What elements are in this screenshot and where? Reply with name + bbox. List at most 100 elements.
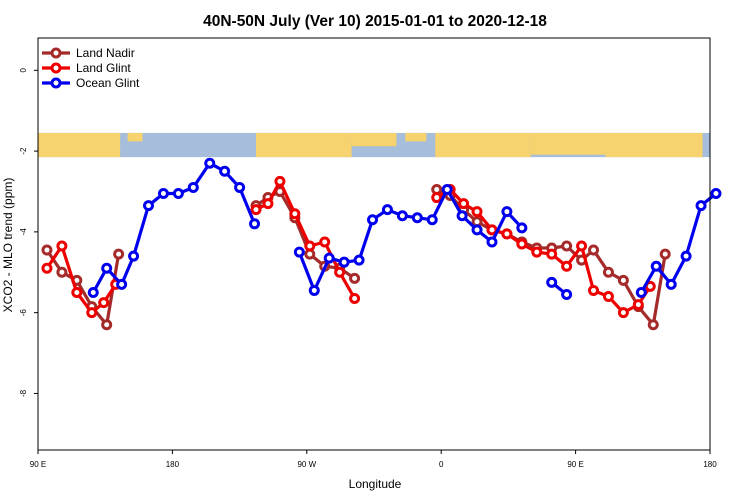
data-point	[349, 272, 361, 284]
data-point	[319, 236, 331, 248]
data-point	[304, 240, 316, 252]
map-land-block	[435, 132, 531, 158]
data-point	[87, 286, 99, 298]
y-axis-label: XCO2 - MLO trend (ppm)	[1, 178, 15, 313]
map-land-block	[38, 132, 121, 158]
data-point	[695, 200, 707, 212]
x-tick-label: 180	[166, 460, 180, 469]
data-point	[250, 204, 262, 216]
data-point	[86, 307, 98, 319]
data-point	[647, 319, 659, 331]
data-point	[617, 274, 629, 286]
data-point	[501, 228, 513, 240]
y-tick-label: -6	[19, 309, 28, 317]
y-tick-label: -8	[19, 389, 28, 397]
data-point	[396, 210, 408, 222]
data-point	[116, 278, 128, 290]
data-point	[710, 188, 722, 200]
data-point	[680, 250, 692, 262]
data-point	[486, 224, 498, 236]
data-point	[113, 248, 125, 260]
series-ocean-glint	[87, 157, 722, 300]
legend-marker	[50, 47, 62, 59]
data-point	[561, 240, 573, 252]
data-point	[101, 319, 113, 331]
data-point	[546, 248, 558, 260]
series-layer	[41, 157, 722, 331]
data-point	[234, 181, 246, 193]
data-point	[546, 276, 558, 288]
data-point	[334, 266, 346, 278]
data-point	[516, 222, 528, 234]
tick-layer: 90 E 180 90 W 0 90 E 180 0 -2 -4 -6 -8	[19, 68, 717, 469]
data-point	[338, 256, 350, 268]
data-point	[441, 183, 453, 195]
data-point	[204, 157, 216, 169]
data-point	[486, 236, 498, 248]
plot-frame	[37, 37, 711, 451]
map-strip	[38, 132, 710, 158]
y-tick-label: -2	[19, 147, 28, 155]
series-line	[45, 249, 121, 327]
data-point	[98, 297, 110, 309]
map-land-block	[351, 132, 397, 147]
data-point	[323, 252, 335, 264]
x-tick-label: 90 W	[297, 460, 316, 469]
data-point	[274, 175, 286, 187]
data-point	[71, 286, 83, 298]
data-point	[471, 206, 483, 218]
data-point	[219, 165, 231, 177]
y-tick-label: 0	[19, 68, 28, 73]
map-land	[38, 132, 703, 158]
data-point	[588, 284, 600, 296]
series-line	[91, 161, 256, 294]
map-land-block	[605, 132, 703, 158]
legend-entry: Ocean Glint	[76, 76, 140, 90]
map-land-block	[127, 132, 143, 142]
data-point	[602, 291, 614, 303]
map-land-block	[405, 132, 427, 142]
map-land-block	[530, 132, 606, 155]
data-point	[561, 288, 573, 300]
data-point	[41, 244, 53, 256]
data-point	[516, 238, 528, 250]
data-point	[602, 266, 614, 278]
data-point	[367, 214, 379, 226]
data-point	[426, 214, 438, 226]
legend-marker	[50, 62, 62, 74]
data-point	[458, 198, 470, 210]
data-point	[143, 200, 155, 212]
data-point	[381, 204, 393, 216]
data-point	[353, 254, 365, 266]
data-point	[157, 188, 169, 200]
data-point	[101, 262, 113, 274]
x-tick-label: 90 E	[567, 460, 583, 469]
data-point	[635, 286, 647, 298]
data-point	[128, 250, 140, 262]
data-point	[561, 260, 573, 272]
legend-marker	[50, 77, 62, 89]
x-tick-label: 90 E	[30, 460, 46, 469]
x-axis-label: Longitude	[349, 477, 402, 491]
data-point	[262, 198, 274, 210]
x-tick-label: 0	[439, 460, 444, 469]
data-point	[650, 260, 662, 272]
legend-entry: Land Nadir	[76, 46, 135, 60]
data-point	[308, 284, 320, 296]
data-point	[56, 240, 68, 252]
data-point	[56, 266, 68, 278]
data-point	[431, 192, 443, 204]
y-tick-label: -4	[19, 228, 28, 236]
series-line	[435, 187, 652, 315]
data-point	[41, 262, 53, 274]
data-point	[576, 240, 588, 252]
data-point	[289, 208, 301, 220]
data-point	[501, 206, 513, 218]
data-point	[187, 181, 199, 193]
legend-entry: Land Glint	[76, 61, 131, 75]
data-point	[588, 244, 600, 256]
data-point	[249, 218, 261, 230]
map-land-block	[256, 132, 352, 158]
